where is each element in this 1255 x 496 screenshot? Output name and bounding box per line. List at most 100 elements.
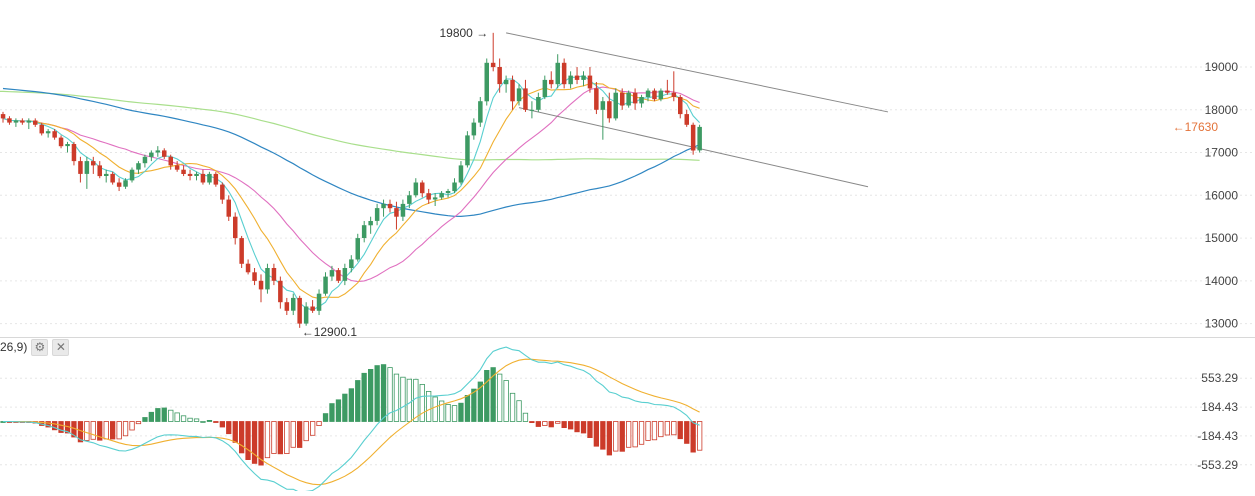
moving-averages-layer	[0, 74, 700, 311]
macd-histogram-bar	[290, 421, 296, 448]
candle-body	[361, 225, 367, 238]
price-tick-label: 16000	[1205, 188, 1239, 202]
candle-body	[91, 161, 96, 166]
macd-histogram-bar	[393, 373, 400, 422]
macd-histogram-bar	[387, 367, 393, 422]
macd-tick-label: -553.29	[1197, 458, 1238, 472]
candle-body	[510, 79, 515, 102]
macd-histogram-bar	[193, 418, 200, 422]
candle-body	[303, 306, 309, 324]
candle-body	[271, 268, 277, 281]
candle-body	[632, 92, 638, 104]
macd-histogram-bar	[187, 417, 193, 422]
macd-histogram-bar	[580, 421, 587, 434]
close-icon[interactable]: ✕	[52, 338, 70, 356]
macd-histogram-bar	[309, 421, 316, 436]
macd-tick-label: -184.43	[1197, 429, 1238, 443]
candle-body	[355, 238, 360, 260]
candle-body	[387, 203, 393, 209]
macd-histogram-bar	[110, 421, 116, 440]
macd-histogram-bar	[122, 421, 129, 437]
macd-histogram-bar	[155, 408, 161, 422]
macd-histogram-bar	[451, 405, 458, 422]
macd-histogram-bar	[335, 399, 342, 422]
macd-histogram-bar	[97, 421, 103, 441]
candle-body	[213, 173, 219, 185]
price-tick-label: 14000	[1205, 274, 1239, 288]
candle-body	[7, 118, 12, 123]
candle-body	[52, 131, 57, 138]
macd-histogram-bar	[529, 421, 535, 424]
candle-body	[26, 120, 32, 123]
macd-histogram-bar	[587, 421, 593, 439]
candle-body	[110, 173, 115, 183]
candle-body	[374, 208, 380, 221]
macd-histogram-bar	[90, 421, 96, 440]
macd-histogram-bar	[342, 393, 348, 422]
macd-histogram-bar	[645, 421, 651, 441]
candle-body	[20, 120, 25, 123]
macd-histogram-bar	[251, 421, 258, 464]
macd-histogram-bar	[574, 421, 580, 433]
macd-histogram-bar	[303, 421, 309, 442]
candle-body	[226, 199, 231, 217]
candle-body	[516, 88, 522, 102]
candle-body	[626, 92, 631, 106]
ma-20-line	[2, 86, 700, 283]
macd-histogram-bar	[58, 421, 64, 433]
candle-body	[329, 270, 335, 277]
candle-body	[620, 92, 625, 106]
candle-body	[465, 135, 470, 166]
macd-histogram-bar	[116, 421, 122, 440]
candle-body	[613, 92, 618, 119]
gear-icon[interactable]: ⚙	[31, 338, 49, 356]
candle-body	[39, 124, 44, 134]
macd-histogram-bar	[509, 392, 516, 422]
macd-histogram-bar	[619, 421, 625, 452]
candle-body	[426, 193, 431, 200]
macd-histogram-bar	[548, 421, 554, 428]
candle-body	[381, 203, 386, 209]
macd-histogram-bar	[613, 421, 619, 452]
macd-histogram-bar	[593, 421, 599, 447]
candle-body	[445, 191, 451, 194]
macd-histogram-bar	[271, 421, 277, 454]
macd-histogram-bar	[161, 407, 167, 422]
macd-histogram-bar	[168, 409, 174, 422]
macd-histogram-bar	[367, 368, 374, 422]
macd-histogram-bar	[458, 402, 464, 422]
candle-body	[310, 306, 315, 311]
macd-histogram-bar	[490, 367, 496, 422]
macd-histogram-bar	[658, 421, 664, 438]
candle-body	[574, 75, 580, 80]
candle-body	[600, 101, 606, 110]
candle-body	[400, 203, 406, 217]
candle-body	[432, 197, 438, 200]
macd-histogram-bar	[438, 400, 445, 422]
candle-body	[413, 182, 419, 196]
macd-histogram-bar	[496, 373, 503, 422]
macd-histogram-bar	[180, 415, 187, 422]
macd-histogram-bar	[671, 421, 677, 436]
macd-histogram-bar	[555, 421, 561, 424]
candle-body	[323, 276, 328, 294]
macd-histogram-bar	[84, 421, 90, 441]
candle-body	[503, 79, 509, 85]
candle-body	[394, 208, 399, 217]
macd-histogram-bar	[471, 388, 477, 422]
candle-body	[245, 263, 251, 273]
macd-histogram-bar	[103, 421, 109, 440]
macd-histogram-bar	[219, 421, 226, 428]
candle-body	[555, 62, 560, 85]
macd-indicator-label: 26,9)	[0, 340, 28, 354]
candle-body	[162, 150, 167, 157]
candle-body	[349, 259, 354, 268]
candle-body	[78, 161, 83, 174]
macd-histogram-bar	[419, 383, 425, 422]
macd-histogram-bar	[535, 421, 541, 427]
candle-body	[284, 302, 290, 311]
macd-histogram-bar	[445, 403, 451, 422]
macd-histogram-bar	[561, 421, 567, 428]
